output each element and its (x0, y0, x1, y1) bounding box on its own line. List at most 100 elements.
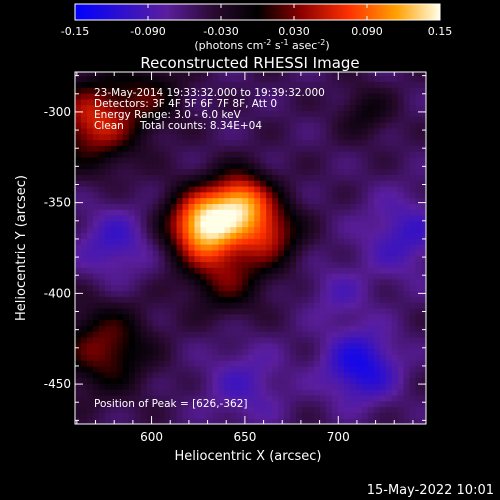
heatmap-cell (367, 331, 375, 338)
heatmap-cell (272, 371, 279, 379)
heatmap-cell (373, 336, 381, 344)
heatmap-cell (152, 394, 160, 402)
heatmap-cell (182, 290, 190, 297)
heatmap-cell (128, 342, 136, 350)
heatmap-cell (86, 412, 94, 419)
heatmap-cell (170, 325, 178, 332)
heatmap-cell (230, 93, 237, 100)
heatmap-cell (272, 104, 279, 112)
heatmap-cell (278, 75, 285, 83)
heatmap-cell (379, 127, 387, 135)
heatmap-cell (188, 104, 196, 112)
heatmap-cell (313, 394, 321, 402)
heatmap-cell (325, 226, 333, 233)
heatmap-cell (337, 203, 345, 210)
heatmap-cell (206, 331, 214, 338)
heatmap-cell (98, 307, 106, 315)
heatmap-cell (421, 412, 426, 419)
heatmap-cell (140, 168, 148, 175)
heatmap-cell (212, 104, 219, 112)
heatmap-cell (319, 75, 327, 83)
heatmap-cell (373, 244, 381, 251)
heatmap-cell (236, 81, 243, 88)
heatmap-cell (140, 87, 148, 94)
heatmap-cell (200, 331, 208, 338)
heatmap-cell (104, 220, 112, 228)
heatmap-cell (296, 365, 303, 373)
heatmap-cell (361, 273, 369, 280)
heatmap-cell (319, 162, 327, 170)
heatmap-cell (134, 98, 142, 106)
heatmap-cell (313, 168, 321, 175)
heatmap-cell (116, 72, 124, 77)
heatmap-cell (80, 296, 88, 303)
heatmap-cell (200, 389, 208, 396)
heatmap-cell (367, 174, 375, 181)
heatmap-cell (104, 180, 112, 187)
heatmap-cell (146, 377, 154, 384)
heatmap-cell (152, 185, 160, 193)
heatmap-cell (337, 197, 345, 204)
heatmap-cell (122, 110, 130, 117)
heatmap-cell (397, 104, 405, 112)
heatmap-cell (403, 290, 411, 297)
heatmap-cell (313, 226, 321, 233)
heatmap-cell (104, 342, 112, 350)
heatmap-cell (403, 226, 411, 233)
heatmap-cell (290, 214, 297, 222)
y-tick-label: -450 (44, 377, 71, 391)
heatmap-cell (331, 98, 339, 106)
heatmap-cell (188, 313, 196, 321)
heatmap-cell (296, 394, 303, 402)
heatmap-cell (236, 249, 243, 257)
heatmap-cell (188, 232, 196, 239)
heatmap-cell (224, 290, 231, 297)
heatmap-cell (254, 72, 261, 77)
heatmap-cell (116, 81, 124, 88)
heatmap-cell (218, 302, 225, 309)
heatmap-cell (254, 209, 261, 216)
heatmap-cell (284, 255, 291, 263)
heatmap-cell (403, 180, 411, 187)
heatmap-cell (80, 185, 88, 193)
heatmap-cell (110, 220, 118, 228)
heatmap-cell (75, 127, 82, 135)
heatmap-cell (284, 209, 291, 216)
heatmap-cell (92, 72, 100, 77)
heatmap-cell (230, 336, 237, 344)
heatmap-cell (284, 412, 291, 419)
heatmap-cell (182, 418, 190, 424)
heatmap-cell (367, 249, 375, 257)
heatmap-cell (116, 331, 124, 338)
heatmap-cell (290, 127, 297, 135)
heatmap-cell (188, 302, 196, 309)
heatmap-cell (104, 261, 112, 268)
heatmap-cell (140, 296, 148, 303)
heatmap-cell (308, 261, 315, 268)
heatmap-cell (308, 360, 315, 367)
heatmap-cell (212, 331, 219, 338)
heatmap-cell (278, 319, 285, 326)
heatmap-cell (331, 319, 339, 326)
heatmap-cell (86, 203, 94, 210)
heatmap-cell (194, 145, 202, 152)
heatmap-cell (200, 383, 208, 390)
heatmap-cell (188, 296, 196, 303)
heatmap-cell (296, 244, 303, 251)
heatmap-cell (206, 377, 214, 384)
heatmap-cell (319, 145, 327, 152)
heatmap-cell (290, 93, 297, 100)
heatmap-cell (75, 110, 82, 117)
heatmap-cell (116, 284, 124, 292)
heatmap-cell (325, 273, 333, 280)
heatmap-cell (110, 406, 118, 413)
heatmap-cell (224, 122, 231, 129)
heatmap-cell (194, 348, 202, 355)
heatmap-cell (337, 418, 345, 424)
heatmap-cell (122, 93, 130, 100)
heatmap-cell (128, 389, 136, 396)
heatmap-cell (158, 284, 166, 292)
heatmap-cell (254, 313, 261, 321)
heatmap-cell (182, 168, 190, 175)
heatmap-cell (170, 203, 178, 210)
